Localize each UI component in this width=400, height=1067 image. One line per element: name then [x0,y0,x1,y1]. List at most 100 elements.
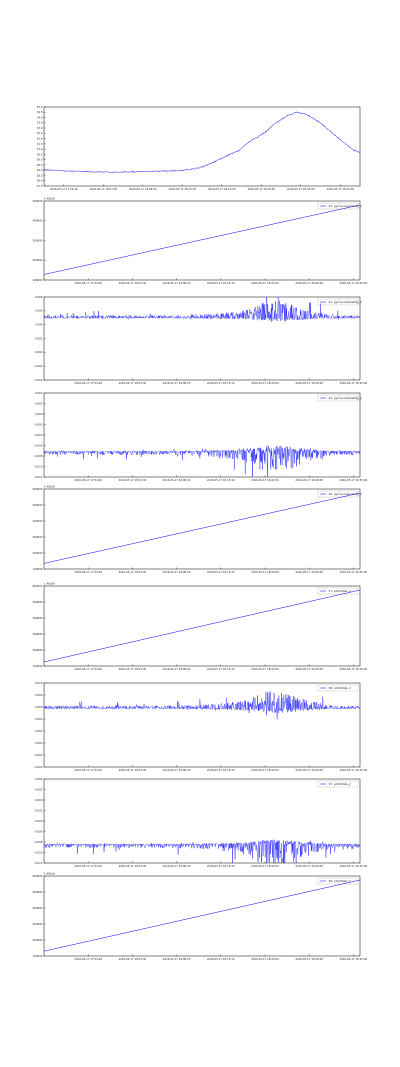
y-tick-label: 0.000 [35,350,43,354]
y-tick-label: 35.0 [37,105,43,109]
y-tick-label: -0.004 [34,378,43,382]
x-tick-label: 2016-05-17 18:28:50 [295,381,323,385]
y-tick-label: 400000 [33,906,43,910]
x-tick-label: 2016-05-17 18:01:30 [119,381,147,385]
chart-panel-1: 35.034.534.0 33.533.032.5 32.031.531.030.5… [37,105,361,191]
series-line [43,204,361,275]
y-tick-label: 0.008 [35,693,43,697]
x-tick-label: 2016-05-17 18:15:10 [207,478,235,482]
plot-frame [43,488,361,570]
x-tick-label: 2016-05-17 18:01:30 [119,281,147,285]
y-tick-label: 32.5 [37,131,43,135]
x-tick-label: 2016-05-17 18:08:20 [163,957,191,961]
y-tick-label: 600000 [33,874,43,878]
x-tick-label: 2016-05-17 18:28:50 [295,864,323,868]
x-tick-label: 2016-05-17 17:54:40 [50,187,78,191]
y-tick-label: 0.004 [35,323,43,327]
y-tick-label: 0.002 [35,336,43,340]
y-tick-label: 31.5 [37,142,43,146]
y-tick-label: -0.010 [34,850,43,854]
y-tick-label: 300000 [33,238,43,242]
x-tick-label: 2016-05-17 18:01:30 [119,478,147,482]
x-tick-label: 2016-05-17 18:08:20 [163,667,191,671]
y-tick-label: 500000 [33,503,43,507]
x-tick-label: 2016-05-17 18:08:20 [163,768,191,772]
y-tick-label: 0.004 [35,777,43,781]
x-tick-label: 2016-05-17 18:22:00 [251,570,279,574]
y-tick-label: 0.000 [35,741,43,745]
x-tick-label: 2016-05-17 18:22:00 [251,667,279,671]
y-tick-label: 200000 [33,648,43,652]
x-tick-label: 2016-05-17 18:28:50 [295,570,323,574]
y-tick-label: 100000 [33,567,43,571]
legend-label: '12. gyroscopeQuality_y' [328,396,363,400]
y-tick-label: 0.002 [35,787,43,791]
y-tick-label: 29.5 [37,163,43,167]
legend-box [317,202,359,210]
y-tick-label: 30.0 [37,158,43,162]
x-tick-label: 2016-05-17 17:54:40 [74,864,102,868]
y-tick-label: 300000 [33,922,43,926]
y-tick-label: 0.006 [35,309,43,313]
plot-frame [43,392,361,478]
legend-label: '11. gyroscopeQuality_x' [328,300,363,304]
x-tick-label: 2016-05-17 18:01:30 [119,570,147,574]
x-tick-label: 2016-05-17 18:42:30 [326,187,354,191]
chart-panel-9: 600000 500000 400000 300000 200000 100000 2016… [33,872,368,962]
x-tick-label: 2016-05-17 18:15:10 [168,187,196,191]
x-tick-label: 2016-05-17 18:15:10 [207,281,235,285]
y-tick-label: 100000 [33,954,43,958]
y-tick-label: -0.010 [34,464,43,468]
legend-box [317,684,359,692]
y-tick-label: -0.004 [34,433,43,437]
x-tick-label: 2016-05-17 17:54:40 [74,570,102,574]
y-tick-label: 31.0 [37,147,43,151]
y-tick-label: 300000 [33,632,43,636]
x-tick-label: 2016-05-17 18:15:10 [207,768,235,772]
legend-box [317,877,359,885]
x-tick-label: 2016-05-17 18:22:00 [251,768,279,772]
y-tick-label: 400000 [33,616,43,620]
y-tick-label: 600000 [33,584,43,588]
y-tick-label: 500000 [33,600,43,604]
y-tick-label: 0.002 [35,401,43,405]
x-tick-label: 2016-05-17 18:35:40 [340,667,368,671]
y-tick-label: -0.002 [34,364,43,368]
y-tick-label: 34.0 [37,115,43,119]
x-tick-label: 2016-05-17 18:08:20 [163,381,191,385]
series-line [43,296,361,322]
chart-panel-4: 0.004 0.002 0.000 -0.002 -0.004 -0.006 -0.008 -… [34,391,367,482]
series-line [43,879,361,952]
y-tick-label: -0.006 [34,829,43,833]
x-tick-label: 2016-05-17 17:54:40 [74,478,102,482]
x-tick-label: 2016-05-17 18:35:40 [340,381,368,385]
legend-box [317,298,359,306]
plot-frame [43,778,361,864]
x-tick-label: 2016-05-17 18:22:00 [251,281,279,285]
y-tick-label: 0.010 [35,681,43,685]
axis-offset-label: 1.462e9 [44,582,55,586]
x-tick-label: 2016-05-17 18:28:50 [247,187,275,191]
x-tick-label: 2016-05-17 18:22:00 [208,187,236,191]
y-tick-label: -0.012 [34,475,43,479]
y-tick-label: -0.004 [34,819,43,823]
y-tick-label: 28.5 [37,173,43,177]
x-tick-label: 2016-05-17 17:54:40 [74,667,102,671]
y-tick-label: 0.004 [35,717,43,721]
x-tick-label: 2016-05-17 18:15:10 [207,864,235,868]
y-tick-label: -0.006 [34,443,43,447]
x-tick-label: 2016-05-17 18:35:40 [340,864,368,868]
y-tick-label: 0.008 [35,295,43,299]
axis-offset-label: 1.462e9 [44,485,55,489]
x-tick-label: 2016-05-17 18:01:30 [119,864,147,868]
x-tick-label: 2016-05-17 18:01:30 [119,957,147,961]
x-tick-label: 2016-05-17 18:35:40 [340,478,368,482]
plot-frame [43,106,361,187]
x-tick-label: 2016-05-17 18:08:20 [163,864,191,868]
y-tick-label: 200000 [33,258,43,262]
y-tick-label: 0.000 [35,412,43,416]
y-tick-label: 29.0 [37,168,43,172]
y-tick-label: 0.002 [35,729,43,733]
x-tick-label: 2016-05-17 18:01:30 [119,667,147,671]
plot-frame [43,585,361,667]
